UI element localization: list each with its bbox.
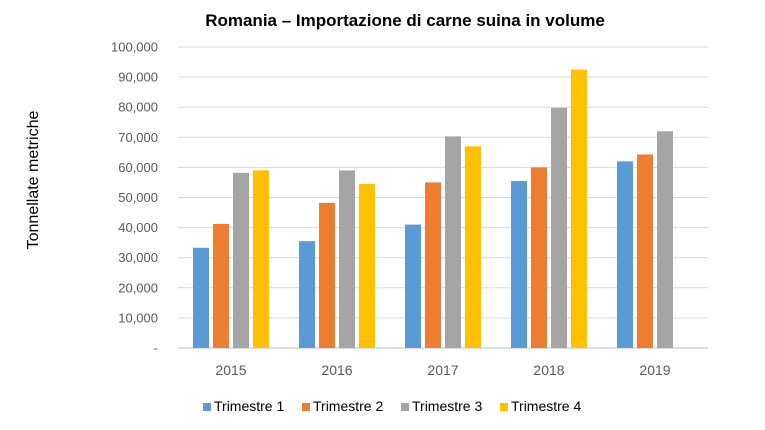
bar-2018-series-1 bbox=[511, 180, 527, 348]
legend-swatch bbox=[302, 403, 310, 411]
x-tick-label: 2019 bbox=[639, 362, 670, 378]
bar-2017-series-4 bbox=[465, 146, 481, 348]
legend-label: Trimestre 1 bbox=[214, 398, 284, 414]
bar-2018-series-4 bbox=[571, 69, 587, 348]
legend-label: Trimestre 4 bbox=[511, 398, 581, 414]
y-tick-label: 100,000 bbox=[111, 40, 158, 55]
bar-2017-series-2 bbox=[425, 182, 441, 348]
bar-2019-series-2 bbox=[637, 154, 653, 348]
y-tick-label: 60,000 bbox=[118, 160, 158, 175]
bar-2016-series-4 bbox=[359, 183, 375, 348]
bar-2019-series-1 bbox=[617, 161, 633, 348]
y-tick-label: 70,000 bbox=[118, 130, 158, 145]
bar-2016-series-1 bbox=[299, 241, 315, 348]
bar-2018-series-3 bbox=[551, 107, 567, 348]
x-tick-label: 2017 bbox=[427, 362, 458, 378]
legend-swatch bbox=[401, 403, 409, 411]
y-tick-label: 20,000 bbox=[118, 280, 158, 295]
x-axis-ticks: 2015 2016 2017 2018 2019 bbox=[215, 362, 670, 378]
y-tick-label: 80,000 bbox=[118, 100, 158, 115]
bar-2019-series-3 bbox=[657, 131, 673, 348]
bar-2018-series-2 bbox=[531, 167, 547, 348]
y-axis-label: Tonnellate metriche bbox=[25, 111, 42, 250]
bars bbox=[193, 69, 673, 348]
bar-2016-series-3 bbox=[339, 170, 355, 348]
chart-title: Romania – Importazione di carne suina in… bbox=[205, 11, 605, 30]
bar-2015-series-4 bbox=[253, 170, 269, 348]
legend-swatch bbox=[500, 403, 508, 411]
legend-swatch bbox=[203, 403, 211, 411]
legend-label: Trimestre 2 bbox=[313, 398, 383, 414]
y-tick-label: - bbox=[154, 341, 158, 356]
y-tick-label: 50,000 bbox=[118, 190, 158, 205]
y-tick-label: 30,000 bbox=[118, 250, 158, 265]
x-tick-label: 2018 bbox=[533, 362, 564, 378]
bar-2015-series-1 bbox=[193, 247, 209, 348]
x-tick-label: 2015 bbox=[215, 362, 246, 378]
bar-2015-series-2 bbox=[213, 223, 229, 348]
x-tick-label: 2016 bbox=[321, 362, 352, 378]
legend: Trimestre 1 Trimestre 2 Trimestre 3 Trimest… bbox=[203, 398, 581, 414]
y-tick-label: 10,000 bbox=[118, 310, 158, 325]
bar-2015-series-3 bbox=[233, 172, 249, 348]
bar-2017-series-1 bbox=[405, 224, 421, 348]
y-tick-label: 40,000 bbox=[118, 220, 158, 235]
y-tick-label: 90,000 bbox=[118, 70, 158, 85]
bar-2016-series-2 bbox=[319, 202, 335, 348]
legend-label: Trimestre 3 bbox=[412, 398, 482, 414]
bar-2017-series-3 bbox=[445, 136, 461, 348]
y-axis-ticks: - 10,000 20,000 30,000 40,000 50,000 60,000 70,… bbox=[111, 40, 158, 356]
